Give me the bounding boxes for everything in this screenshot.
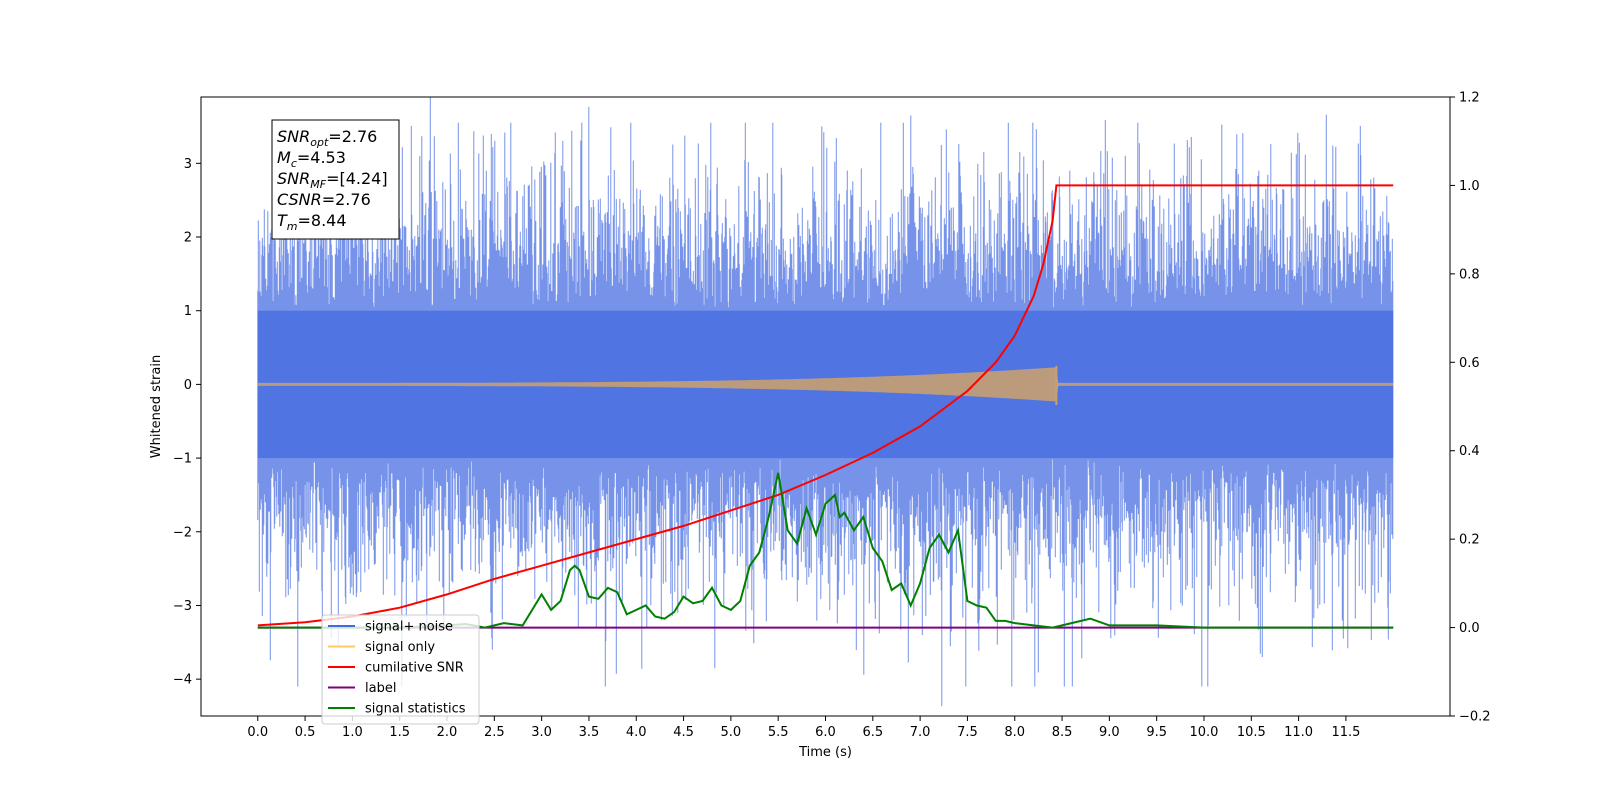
x-tick-label: 11.0 — [1284, 725, 1313, 740]
annotation-line: CSNR=2.76 — [277, 190, 371, 209]
x-tick-label: 3.5 — [579, 725, 600, 740]
y2-tick-label: 0.8 — [1459, 267, 1480, 282]
y-tick-label: 1 — [184, 304, 192, 319]
x-tick-label: 0.5 — [295, 725, 316, 740]
annotation-line: Tm=8.44 — [277, 211, 347, 233]
y-tick-label: −4 — [173, 673, 192, 688]
x-tick-label: 4.0 — [626, 725, 647, 740]
x-tick-label: 0.0 — [247, 725, 268, 740]
y2-tick-label: 0.0 — [1459, 621, 1480, 636]
x-tick-label: 5.0 — [721, 725, 742, 740]
y2-tick-label: −0.2 — [1459, 710, 1491, 725]
x-tick-label: 7.0 — [910, 725, 931, 740]
x-axis: 0.0 0.5 1.0 1.5 2.0 2.5 3.0 3.5 4.0 4.5 5.0 5.5 6.0 6… — [247, 716, 1360, 740]
legend-label-signal-statistics: signal statistics — [365, 702, 466, 717]
x-tick-label: 6.5 — [862, 725, 883, 740]
x-tick-label: 5.5 — [768, 725, 789, 740]
y-tick-label: −1 — [173, 452, 192, 467]
x-tick-label: 10.5 — [1237, 725, 1266, 740]
annotation-line: SNRopt=2.76 — [277, 127, 377, 149]
x-tick-label: 2.0 — [437, 725, 458, 740]
series-signal-only — [257, 365, 1394, 406]
y-axis-right: −0.2 0.0 0.2 0.4 0.6 0.8 1.0 1.2 — [1450, 91, 1491, 725]
legend: signal+ noise signal only cumilative SNR la… — [321, 614, 480, 725]
legend-label-signal-only: signal only — [365, 640, 435, 655]
y-axis-left: −4 −3 −2 −1 0 1 2 3 — [173, 157, 201, 688]
x-tick-label: 9.0 — [1099, 725, 1120, 740]
y2-tick-label: 1.2 — [1459, 91, 1480, 106]
y-tick-label: −3 — [173, 599, 192, 614]
x-tick-label: 2.5 — [484, 725, 505, 740]
annotation-line: Mc=4.53 — [277, 148, 346, 170]
x-tick-label: 3.0 — [531, 725, 552, 740]
series-signal-noise — [257, 97, 1394, 707]
y-axis-label: Whitened strain — [149, 355, 164, 458]
x-tick-label: 8.0 — [1004, 725, 1025, 740]
series-signal-statistics — [257, 472, 1394, 629]
x-tick-label: 4.5 — [673, 725, 694, 740]
x-tick-label: 8.5 — [1052, 725, 1073, 740]
x-tick-label: 10.0 — [1190, 725, 1219, 740]
y2-tick-label: 0.4 — [1459, 444, 1480, 459]
y2-tick-label: 0.2 — [1459, 533, 1480, 548]
y-tick-label: 0 — [184, 378, 192, 393]
x-tick-label: 1.5 — [389, 725, 410, 740]
y2-tick-label: 0.6 — [1459, 356, 1480, 371]
annotation-line: SNRMF=[4.24] — [277, 169, 388, 191]
x-tick-label: 6.0 — [815, 725, 836, 740]
x-tick-label: 7.5 — [957, 725, 978, 740]
legend-label-label: label — [365, 681, 396, 696]
legend-label-signal-noise: signal+ noise — [365, 620, 453, 635]
legend-frame — [321, 614, 480, 725]
y2-tick-label: 1.0 — [1459, 179, 1480, 194]
legend-label-cumulative-snr: cumilative SNR — [365, 661, 464, 676]
series-layer — [257, 97, 1394, 707]
x-tick-label: 9.5 — [1146, 725, 1167, 740]
x-axis-label: Time (s) — [798, 745, 852, 760]
y-tick-label: −2 — [173, 525, 192, 540]
y-tick-label: 2 — [184, 231, 192, 246]
series-cumulative-snr — [257, 184, 1394, 627]
x-tick-label: 1.0 — [342, 725, 363, 740]
x-tick-label: 11.5 — [1331, 725, 1360, 740]
y-tick-label: 3 — [184, 157, 192, 172]
